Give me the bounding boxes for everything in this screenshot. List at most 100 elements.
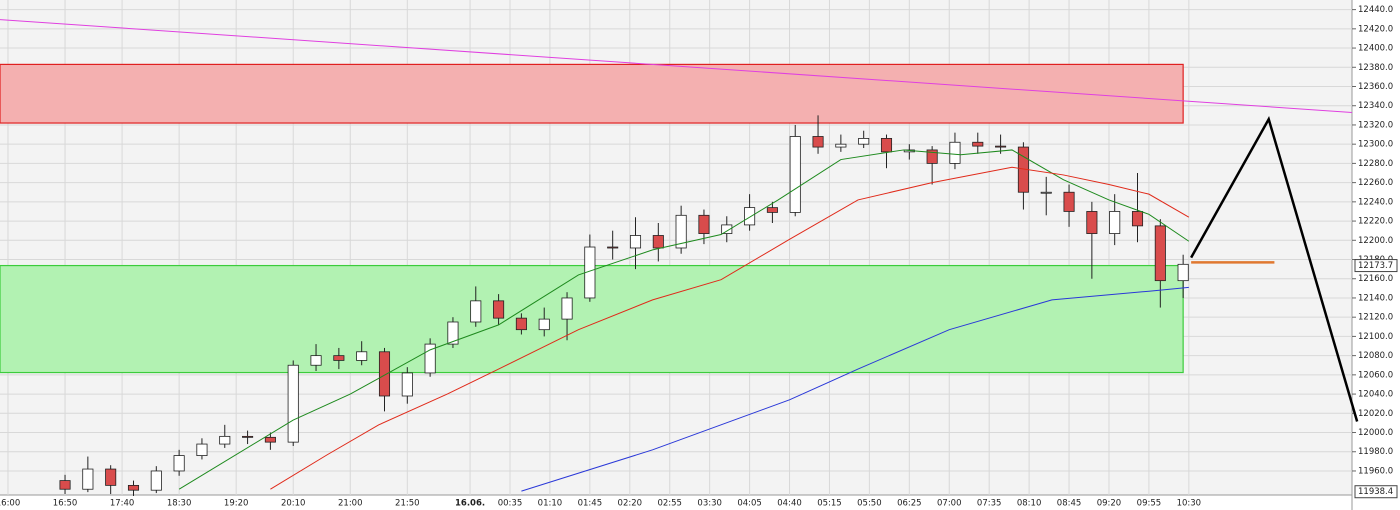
y-tick-label: 11960.0 (1358, 466, 1393, 476)
x-tick-label: 06:25 (897, 499, 922, 509)
candle-body (858, 138, 870, 145)
candle-body (378, 351, 391, 397)
price-marker (1354, 259, 1398, 273)
line (521, 286, 1189, 492)
y-tick-label: 12100.0 (1358, 332, 1393, 342)
candle-body (629, 235, 642, 249)
y-tick-label: 12160.0 (1358, 274, 1393, 284)
candle-body (356, 351, 368, 361)
y-tick-label: 12440.0 (1358, 5, 1393, 15)
x-tick-label: 21:50 (395, 499, 420, 509)
candle-body (310, 355, 322, 366)
line (270, 166, 1190, 490)
candle-body (470, 300, 482, 323)
y-tick-label: 12040.0 (1358, 390, 1393, 400)
candle-body (424, 343, 436, 374)
candle-body (675, 214, 687, 249)
y-tick-label: 12020.0 (1358, 409, 1393, 419)
x-tick-label: 05:15 (817, 499, 842, 509)
line (178, 149, 1190, 490)
candle-body (721, 224, 733, 234)
candle-body (698, 214, 710, 234)
candle-body (82, 468, 94, 490)
candle-body (561, 297, 573, 320)
y-tick-label: 12120.0 (1358, 313, 1393, 323)
x-tick-label: 01:45 (578, 499, 603, 509)
candle-body (493, 300, 505, 319)
candle-body (949, 141, 961, 164)
y-tick-label: 12280.0 (1358, 159, 1393, 169)
y-tick-label: 12360.0 (1358, 82, 1393, 92)
price-marker-label: 12173.7 (1358, 261, 1393, 271)
y-tick-label: 12060.0 (1358, 370, 1393, 380)
price-marker-label: 11938.4 (1358, 487, 1393, 497)
y-tick-label: 12340.0 (1358, 101, 1393, 111)
candle-body (1109, 211, 1121, 234)
candle-body (1086, 211, 1098, 234)
x-tick-label: 21:00 (338, 499, 363, 509)
candle-body (607, 246, 619, 249)
x-tick-label: 03:30 (697, 499, 722, 509)
x-tick-label: 08:45 (1057, 499, 1082, 509)
x-tick-label: 04:40 (777, 499, 802, 509)
candle-body (264, 436, 276, 443)
line (1190, 115, 1359, 422)
y-tick-label: 11980.0 (1358, 447, 1393, 457)
candle-body (447, 321, 459, 345)
candle-body (127, 484, 140, 491)
candle-body (401, 372, 413, 397)
y-tick-label: 12140.0 (1358, 293, 1393, 303)
candle-body (835, 143, 847, 148)
candle-body (287, 364, 299, 443)
y-tick-label: 12320.0 (1358, 120, 1393, 130)
y-tick-label: 12400.0 (1358, 44, 1393, 54)
candle-body (219, 435, 231, 445)
candle-body (59, 480, 71, 490)
candle-body (995, 145, 1007, 148)
x-tick-label: 07:00 (937, 499, 962, 509)
y-tick-label: 12220.0 (1358, 217, 1393, 227)
x-tick-label: 09:55 (1137, 499, 1162, 509)
price-axis (1352, 0, 1400, 510)
y-tick-label: 12000.0 (1358, 428, 1393, 438)
candle-body (926, 149, 938, 164)
y-tick-label: 12200.0 (1358, 236, 1393, 246)
candle-body (1063, 191, 1075, 212)
candle-body (173, 455, 185, 472)
candle-body (880, 138, 893, 153)
y-tick-label: 12420.0 (1358, 24, 1393, 34)
candle-body (150, 470, 162, 491)
time-axis (0, 495, 1352, 510)
candle-body (333, 355, 345, 361)
y-tick-label: 12080.0 (1358, 351, 1393, 361)
candle-body (789, 136, 801, 213)
y-tick-label: 12380.0 (1358, 63, 1393, 73)
y-tick-label: 12240.0 (1358, 197, 1393, 207)
candle-body (1040, 191, 1052, 194)
x-tick-label: 08:10 (1017, 499, 1042, 509)
x-tick-label: 16.06. (455, 499, 485, 509)
candle-body (972, 141, 984, 147)
x-tick-label: 00:35 (498, 499, 523, 509)
candle-body (744, 207, 756, 226)
x-tick-label: 02:20 (618, 499, 643, 509)
candle-body (1154, 225, 1166, 282)
x-tick-label: 17:40 (110, 499, 135, 509)
x-tick-label: 01:10 (538, 499, 563, 509)
candle-body (812, 136, 824, 148)
x-tick-label: 05:50 (857, 499, 882, 509)
x-tick-label: 04:05 (737, 499, 762, 509)
candle-body (1131, 211, 1144, 227)
candle-body (515, 317, 527, 331)
y-tick-label: 12260.0 (1358, 178, 1393, 188)
x-tick-label: 16:50 (53, 499, 78, 509)
x-tick-label: 07:35 (977, 499, 1002, 509)
y-tick-label: 12300.0 (1358, 140, 1393, 150)
candle-body (1177, 263, 1189, 282)
x-tick-label: 19:20 (224, 499, 249, 509)
candle-body (538, 318, 550, 331)
price-marker (1354, 485, 1398, 499)
x-tick-label: 16:00 (0, 499, 20, 509)
